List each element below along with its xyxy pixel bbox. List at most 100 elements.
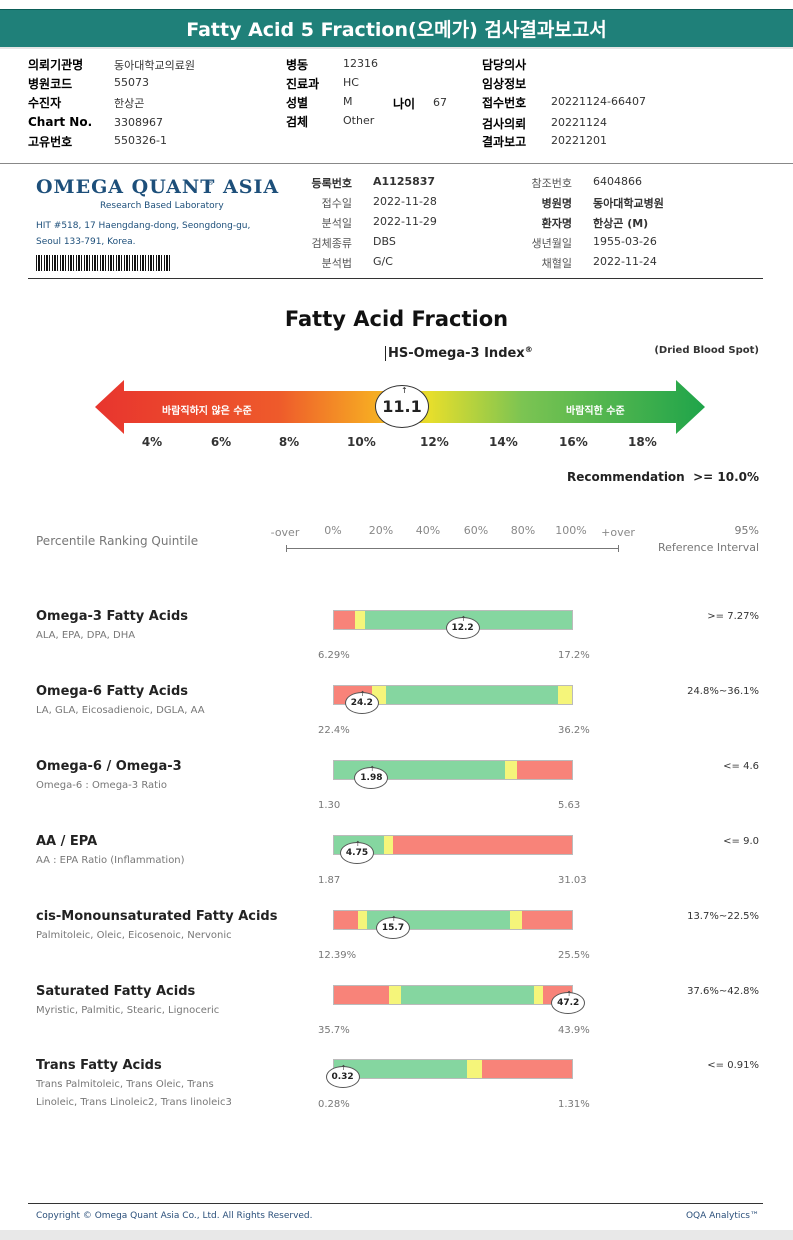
lab-address: HIT #518, 17 Haengdang-dong, Seongdong-g… [36, 221, 251, 247]
lab-field-value: A1125837 [373, 175, 436, 188]
range-min: 0.28% [318, 1099, 350, 1110]
row-subtitle: AA : EPA Ratio (Inflammation) [36, 855, 185, 866]
reference-interval: 37.6%~42.8% [687, 986, 759, 997]
marker-arrow-icon: ↑ [566, 990, 573, 998]
range-bar [333, 910, 573, 930]
row-subtitle-2: Linoleic, Trans Linoleic2, Trans linolei… [36, 1097, 232, 1108]
row-title: Saturated Fatty Acids [36, 984, 196, 999]
quintile-scale-label: 80% [510, 524, 536, 537]
good-level-label: 바람직한 수준 [566, 406, 625, 417]
range-max: 31.03 [558, 875, 587, 886]
row-title: cis-Monounsaturated Fatty Acids [36, 909, 278, 924]
lab-field-value: DBS [373, 235, 396, 248]
lab-field-label: 분석일 [321, 217, 352, 230]
quintile-axis [286, 548, 619, 549]
field-label: Chart No. [28, 115, 93, 129]
range-segment [357, 911, 368, 929]
range-min: 22.4% [318, 725, 350, 736]
field-value: M [343, 95, 353, 108]
range-min: 1.87 [318, 875, 341, 886]
reference-interval-header: 95% Reference Interval [657, 524, 759, 554]
range-segment [557, 686, 572, 704]
logo-reg-mark: ® [207, 179, 214, 187]
index-tick-label: 6% [210, 435, 232, 449]
lab-field-label: 접수일 [321, 197, 352, 210]
lab-field-label: 채혈일 [541, 257, 572, 270]
row-title: Omega-6 / Omega-3 [36, 759, 182, 774]
lab-field-value: 한상곤 (M) [593, 217, 649, 230]
range-max: 1.31% [558, 1099, 590, 1110]
row-title: Omega-6 Fatty Acids [36, 684, 189, 699]
range-min: 1.30 [318, 800, 341, 811]
range-segment [505, 761, 518, 779]
quintile-label: Percentile Ranking Quintile [36, 534, 199, 548]
index-title: HS-Omega-3 Index® [385, 345, 533, 362]
range-bar [333, 685, 573, 705]
report-title: Fatty Acid 5 Fraction(오메가) 검사결과보고서 [0, 9, 793, 49]
field-value: 550326-1 [114, 134, 167, 147]
range-segment [522, 911, 572, 929]
marker-arrow-icon: ↑ [401, 386, 408, 395]
row-subtitle: Myristic, Palmitic, Stearic, Lignoceric [36, 1005, 220, 1016]
quintile-scale-label: -over [270, 526, 300, 539]
index-value-marker: 11.1 [375, 385, 429, 428]
field-label: 수진자 [28, 96, 62, 110]
field-value: 12316 [343, 57, 378, 70]
range-segment [481, 1060, 572, 1078]
index-tick-label: 14% [489, 435, 518, 449]
range-segment [334, 911, 358, 929]
lab-field-label: 검체종류 [311, 237, 352, 250]
field-value: 20221124 [551, 116, 607, 129]
reference-interval: <= 4.6 [723, 761, 759, 772]
quintile-scale-label: 60% [463, 524, 489, 537]
range-segment [393, 836, 572, 854]
lab-logo: OMEGA QUANT ASIA [36, 176, 280, 198]
field-label: 병원코드 [28, 77, 73, 91]
field-value: 20221201 [551, 134, 607, 147]
range-segment [467, 1060, 482, 1078]
row-subtitle: Omega-6 : Omega-3 Ratio [36, 780, 168, 791]
quintile-scale-label: 40% [415, 524, 441, 537]
range-segment [334, 611, 356, 629]
lab-field-value: 2022-11-24 [593, 255, 657, 268]
field-label: 결과보고 [482, 135, 527, 149]
recommendation: Recommendation >= 10.0% [566, 470, 759, 484]
lab-field-value: 동아대학교병원 [593, 197, 664, 210]
field-label: 담당의사 [482, 58, 527, 72]
reference-interval: 13.7%~22.5% [687, 911, 759, 922]
index-tick-label: 12% [420, 435, 449, 449]
marker-arrow-icon: ↑ [391, 915, 397, 923]
field-value: 20221124-66407 [551, 95, 646, 108]
marker-arrow-icon: ↑ [369, 765, 376, 773]
lab-field-value: G/C [373, 255, 393, 268]
range-segment [510, 911, 522, 929]
lab-field-value: 6404866 [593, 175, 642, 188]
quintile-scale-label: 20% [368, 524, 394, 537]
section-title: Fatty Acid Fraction [284, 307, 509, 331]
row-title: Omega-3 Fatty Acids [36, 609, 189, 624]
quintile-scale-label: +over [601, 526, 635, 539]
reference-interval: 24.8%~36.1% [687, 686, 759, 697]
age-value: 67 [433, 96, 447, 109]
field-label: 검사의뢰 [482, 117, 527, 131]
row-subtitle: Palmitoleic, Oleic, Eicosenoic, Nervonic [36, 930, 232, 941]
field-label: 성별 [286, 96, 309, 110]
lab-field-label: 참조번호 [531, 177, 572, 190]
field-label: 임상정보 [482, 77, 527, 91]
marker-arrow-icon: ↑ [359, 690, 366, 698]
range-max: 5.63 [558, 800, 581, 811]
range-min: 35.7% [318, 1025, 350, 1036]
index-tick-label: 8% [278, 435, 300, 449]
field-value: Other [343, 114, 375, 127]
index-tick-label: 16% [559, 435, 588, 449]
field-value: 한상곤 [114, 97, 145, 110]
lab-field-label: 환자명 [541, 217, 572, 230]
range-segment [400, 986, 534, 1004]
field-label: 고유번호 [28, 135, 73, 149]
value-marker: 0.32 [325, 1066, 360, 1088]
range-max: 25.5% [558, 950, 590, 961]
range-min: 6.29% [318, 650, 350, 661]
range-max: 36.2% [558, 725, 590, 736]
quintile-scale-label: 100% [555, 524, 587, 537]
marker-arrow-icon: ↑ [460, 615, 467, 623]
